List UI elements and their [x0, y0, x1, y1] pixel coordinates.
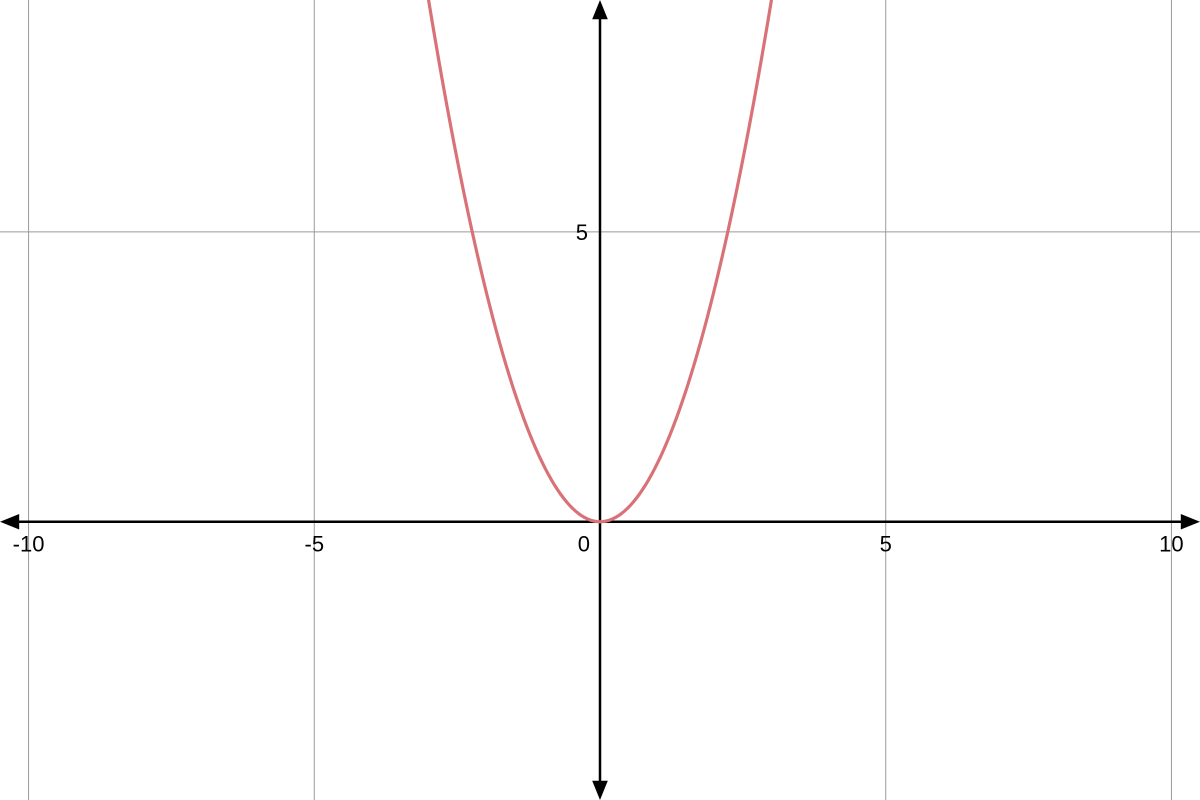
parabola-chart: -10 -5 0 5 10 5	[0, 0, 1200, 800]
x-tick-label: -10	[13, 532, 45, 557]
x-tick-label: -5	[305, 532, 325, 557]
x-tick-label: 0	[578, 532, 590, 557]
x-tick-label: 5	[880, 532, 892, 557]
y-tick-label: 5	[576, 220, 588, 245]
x-tick-label: 10	[1159, 532, 1183, 557]
